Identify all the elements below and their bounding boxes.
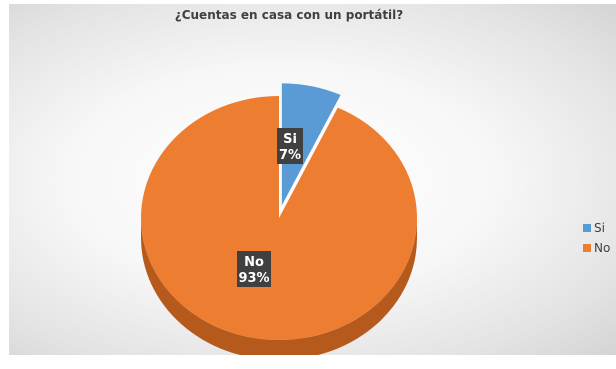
data-label-si-category: Si: [283, 132, 297, 147]
legend: Si No: [583, 218, 610, 258]
legend-item-no: No: [583, 238, 610, 258]
legend-item-si: Si: [583, 218, 610, 238]
pie-slice-no: [141, 96, 418, 355]
legend-swatch-no: [583, 244, 591, 252]
pie-slice-si-top: [281, 83, 341, 206]
pie-slice-no-top: [141, 96, 418, 340]
data-label-no-box: [237, 251, 271, 287]
chart-area: ¿Cuentas en casa con un portátil? Si 7% No…: [9, 4, 616, 355]
legend-label-si: Si: [594, 221, 605, 235]
data-label-si: Si7%: [277, 128, 303, 164]
chart-title: ¿Cuentas en casa con un portátil?: [174, 8, 404, 22]
legend-swatch-si: [583, 224, 591, 232]
data-label-no-percent: 93%: [238, 271, 269, 286]
data-label-si-box: [277, 128, 303, 164]
data-label-no-category: No: [244, 255, 264, 270]
legend-label-no: No: [594, 241, 611, 255]
data-label-si-percent: 7%: [279, 148, 301, 163]
pie-slice-si: [281, 83, 341, 206]
